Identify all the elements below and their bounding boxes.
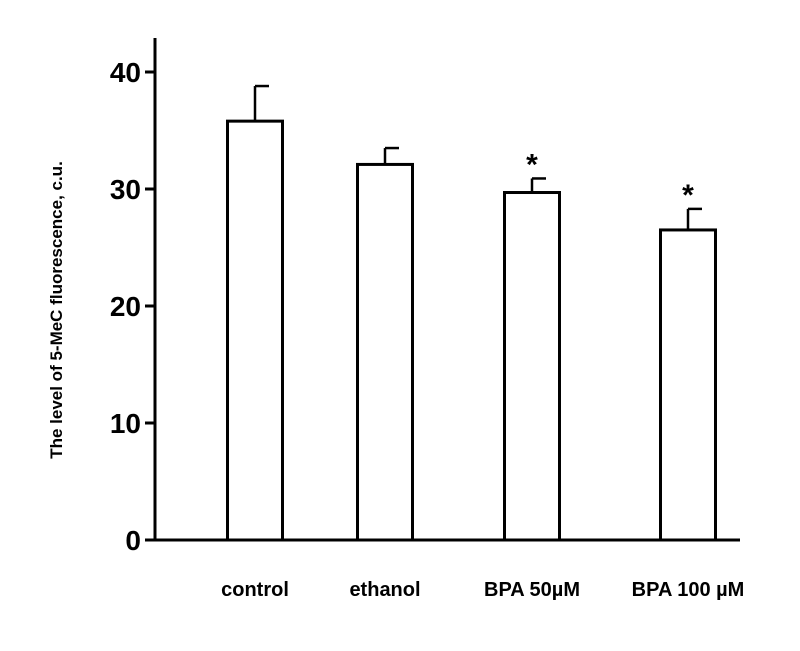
bar <box>659 228 717 542</box>
bar <box>226 119 284 542</box>
x-category-label: BPA 50µM <box>484 579 580 601</box>
y-tick-label: 30 <box>110 174 141 205</box>
y-axis-title: The level of 5-MeC fluorescence, c.u. <box>47 161 66 459</box>
x-category-label: BPA 100 µM <box>632 579 745 601</box>
x-category-label: control <box>221 579 289 601</box>
plot-area: 0 10 20 30 40 control ethanol * BPA 50µM * BPA 100… <box>110 38 744 601</box>
significance-marker: * <box>526 148 538 181</box>
y-tick-label: 10 <box>110 408 141 439</box>
y-tick-label: 0 <box>125 525 141 556</box>
x-category-label: ethanol <box>349 579 420 601</box>
bar <box>503 191 561 542</box>
bar <box>356 162 414 542</box>
significance-marker: * <box>682 179 694 212</box>
y-tick-label: 20 <box>110 291 141 322</box>
y-tick-label: 40 <box>110 57 141 88</box>
